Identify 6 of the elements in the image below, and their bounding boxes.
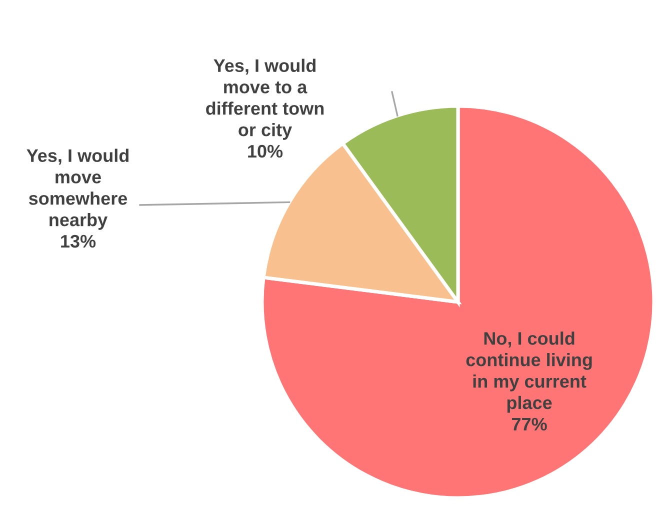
slice-label: No, I could continue living in my current place	[466, 332, 592, 413]
data-label: 13%	[61, 234, 96, 248]
slice-label: Yes, I would move to a different town or city	[206, 58, 324, 140]
data-label: 10%	[248, 144, 283, 158]
slice-label: Yes, I would move somewhere nearby	[26, 148, 128, 230]
data-label: 77%	[512, 418, 547, 431]
